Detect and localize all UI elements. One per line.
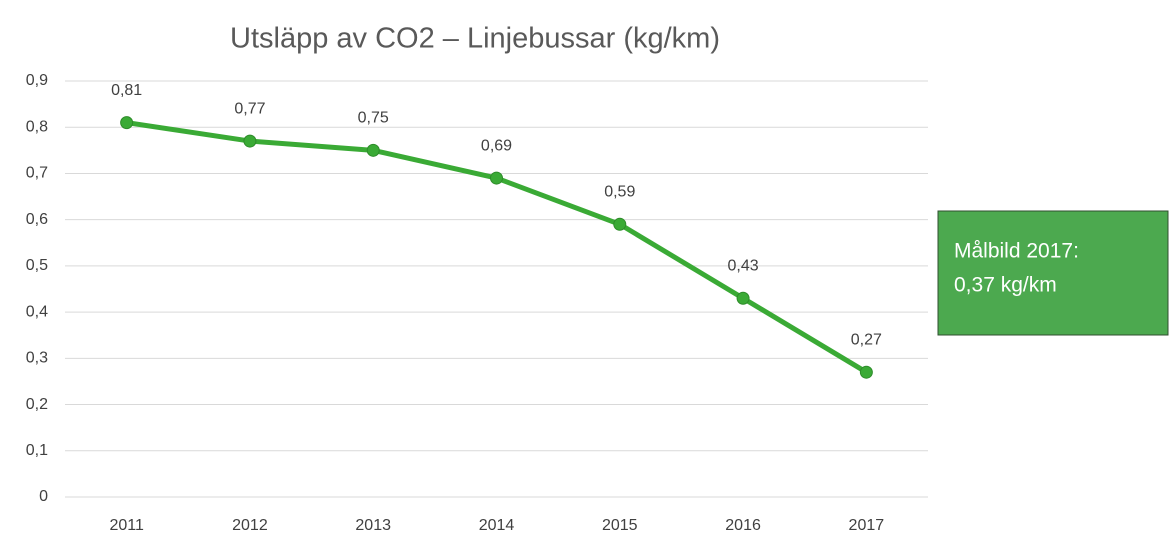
x-tick-label: 2014 [479, 517, 515, 534]
data-label: 0,75 [358, 110, 389, 127]
series-line [126, 120, 868, 375]
y-tick-label: 0,6 [26, 211, 48, 228]
y-tick-label: 0,2 [26, 396, 48, 413]
x-tick-label: 2015 [602, 517, 638, 534]
data-label: 0,59 [604, 184, 635, 201]
data-point [120, 116, 134, 130]
annotation-text: Målbild 2017: [954, 240, 1079, 263]
y-tick-label: 0,3 [26, 350, 48, 367]
data-point [243, 134, 257, 148]
y-tick-label: 0 [39, 488, 48, 505]
y-tick-label: 0,9 [26, 72, 48, 89]
data-label: 0,81 [111, 82, 142, 99]
y-tick-label: 0,1 [26, 442, 48, 459]
x-tick-label: 2017 [849, 517, 885, 534]
chart-title: Utsläpp av CO2 – Linjebussar (kg/km) [230, 23, 720, 55]
x-tick-label: 2016 [725, 517, 761, 534]
y-tick-label: 0,5 [26, 257, 48, 274]
y-tick-label: 0,8 [26, 118, 48, 135]
annotation-text: 0,37 kg/km [954, 274, 1057, 297]
y-tick-label: 0,4 [26, 303, 48, 320]
data-point [366, 143, 380, 157]
data-point [613, 217, 627, 231]
data-label: 0,77 [234, 100, 265, 117]
data-point [859, 365, 873, 379]
y-tick-label: 0,7 [26, 165, 48, 182]
annotation-box [937, 210, 1169, 336]
data-label: 0,27 [851, 331, 882, 348]
data-point [490, 171, 503, 185]
x-tick-label: 2011 [109, 517, 144, 534]
x-tick-label: 2013 [355, 517, 391, 534]
data-label: 0,69 [481, 137, 512, 154]
data-point [736, 291, 750, 305]
data-label: 0,43 [728, 257, 759, 274]
x-tick-label: 2012 [232, 517, 268, 534]
